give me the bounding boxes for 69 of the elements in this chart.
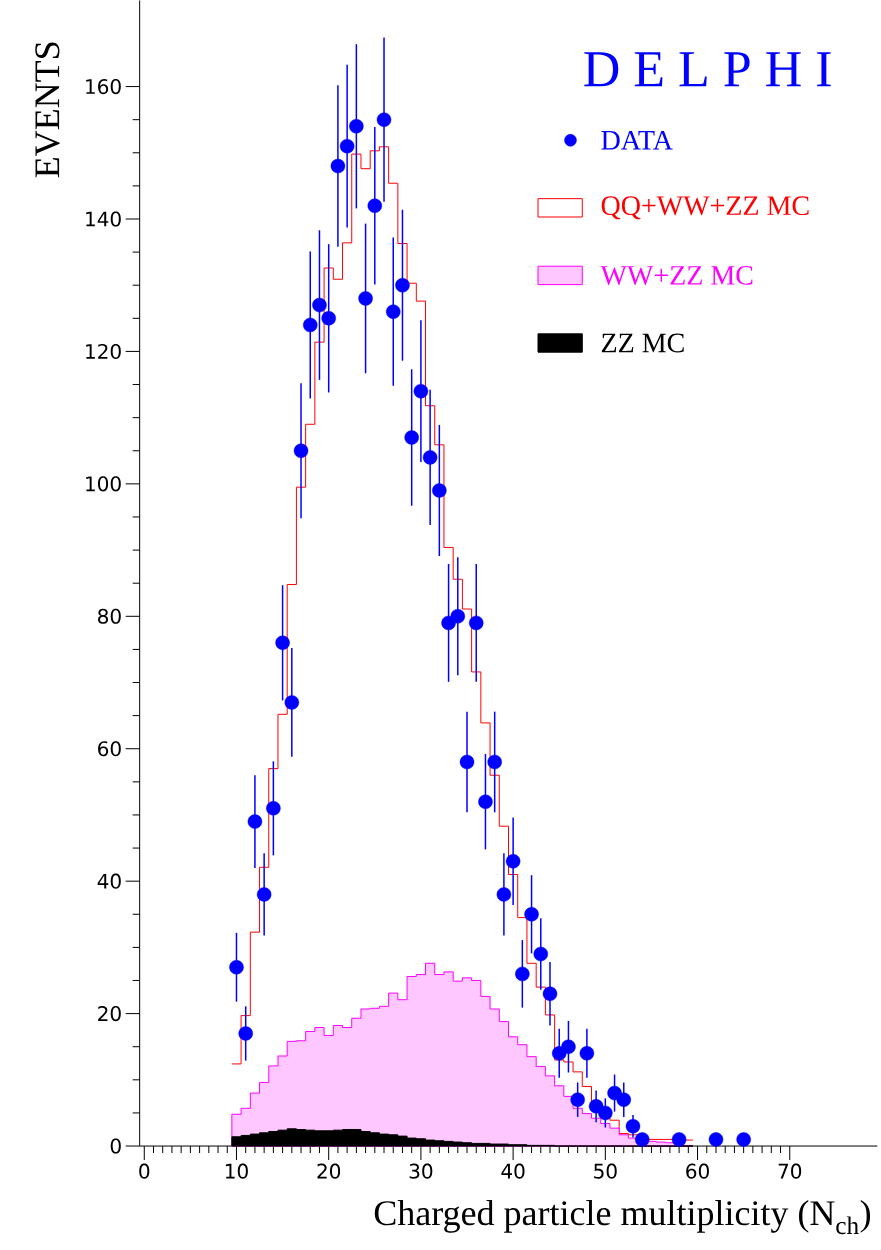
x-tick-label: 10 bbox=[225, 1163, 248, 1179]
point bbox=[496, 887, 511, 902]
point bbox=[413, 383, 428, 399]
point bbox=[385, 304, 401, 319]
point bbox=[404, 430, 419, 445]
point bbox=[330, 158, 345, 174]
point bbox=[487, 754, 502, 770]
point bbox=[302, 317, 318, 333]
x-tick-label: 20 bbox=[317, 1163, 340, 1179]
point bbox=[339, 138, 355, 154]
y-tick-label: 100 bbox=[86, 476, 121, 492]
point bbox=[616, 1092, 631, 1107]
point bbox=[367, 198, 382, 213]
point bbox=[634, 1132, 650, 1147]
point bbox=[570, 1092, 585, 1107]
point bbox=[708, 1132, 724, 1147]
point bbox=[625, 1118, 641, 1134]
point bbox=[514, 966, 530, 982]
point bbox=[422, 450, 438, 465]
point bbox=[395, 278, 410, 293]
point bbox=[468, 615, 484, 631]
point bbox=[607, 1085, 622, 1101]
x-tick-label: 70 bbox=[778, 1163, 801, 1179]
x-tick-label: 50 bbox=[593, 1163, 617, 1179]
y-axis-title: EVENTS bbox=[35, 42, 60, 178]
y-tick-label: 160 bbox=[86, 79, 121, 95]
point bbox=[238, 1026, 253, 1041]
point bbox=[533, 946, 548, 962]
x-tick-label: 40 bbox=[501, 1163, 525, 1179]
legend-label: QQ+WW+ZZ MC bbox=[601, 196, 809, 220]
legend-label: DATA bbox=[601, 130, 673, 150]
y-tick-label: 120 bbox=[86, 343, 121, 359]
point bbox=[441, 615, 456, 631]
x-tick-label: 30 bbox=[409, 1163, 433, 1179]
point bbox=[505, 854, 521, 869]
point bbox=[524, 907, 539, 922]
y-tick-label: 20 bbox=[97, 1006, 121, 1022]
point bbox=[579, 1046, 594, 1061]
point bbox=[256, 887, 272, 902]
y-tick-label: 0 bbox=[110, 1138, 121, 1154]
legend-label: WW+ZZ MC bbox=[600, 265, 753, 285]
point bbox=[321, 311, 336, 326]
text: D E L P H I bbox=[584, 52, 831, 87]
point bbox=[229, 960, 244, 975]
x-tick-label: 60 bbox=[686, 1163, 709, 1179]
y-tick-label: 80 bbox=[97, 608, 121, 624]
point bbox=[561, 1039, 576, 1054]
point bbox=[348, 119, 364, 134]
point bbox=[266, 801, 281, 816]
y-tick-label: 60 bbox=[97, 741, 121, 757]
point bbox=[450, 609, 465, 624]
point bbox=[358, 291, 373, 306]
point bbox=[247, 814, 262, 829]
y-tick-label: 40 bbox=[97, 873, 121, 889]
point bbox=[376, 112, 392, 127]
point bbox=[284, 695, 299, 710]
point bbox=[671, 1132, 687, 1147]
point bbox=[736, 1132, 751, 1147]
point bbox=[293, 443, 309, 458]
point bbox=[312, 297, 327, 313]
point bbox=[478, 794, 493, 809]
x-tick-label: 0 bbox=[139, 1163, 150, 1179]
x-axis-title: Charged particle multiplicity (N$_{ch}$) bbox=[374, 1200, 870, 1235]
legend-label: ZZ MC bbox=[601, 333, 684, 353]
point bbox=[275, 635, 290, 650]
y-tick-label: 140 bbox=[86, 211, 121, 227]
point bbox=[459, 754, 475, 770]
point bbox=[431, 483, 447, 498]
point bbox=[542, 986, 558, 1001]
